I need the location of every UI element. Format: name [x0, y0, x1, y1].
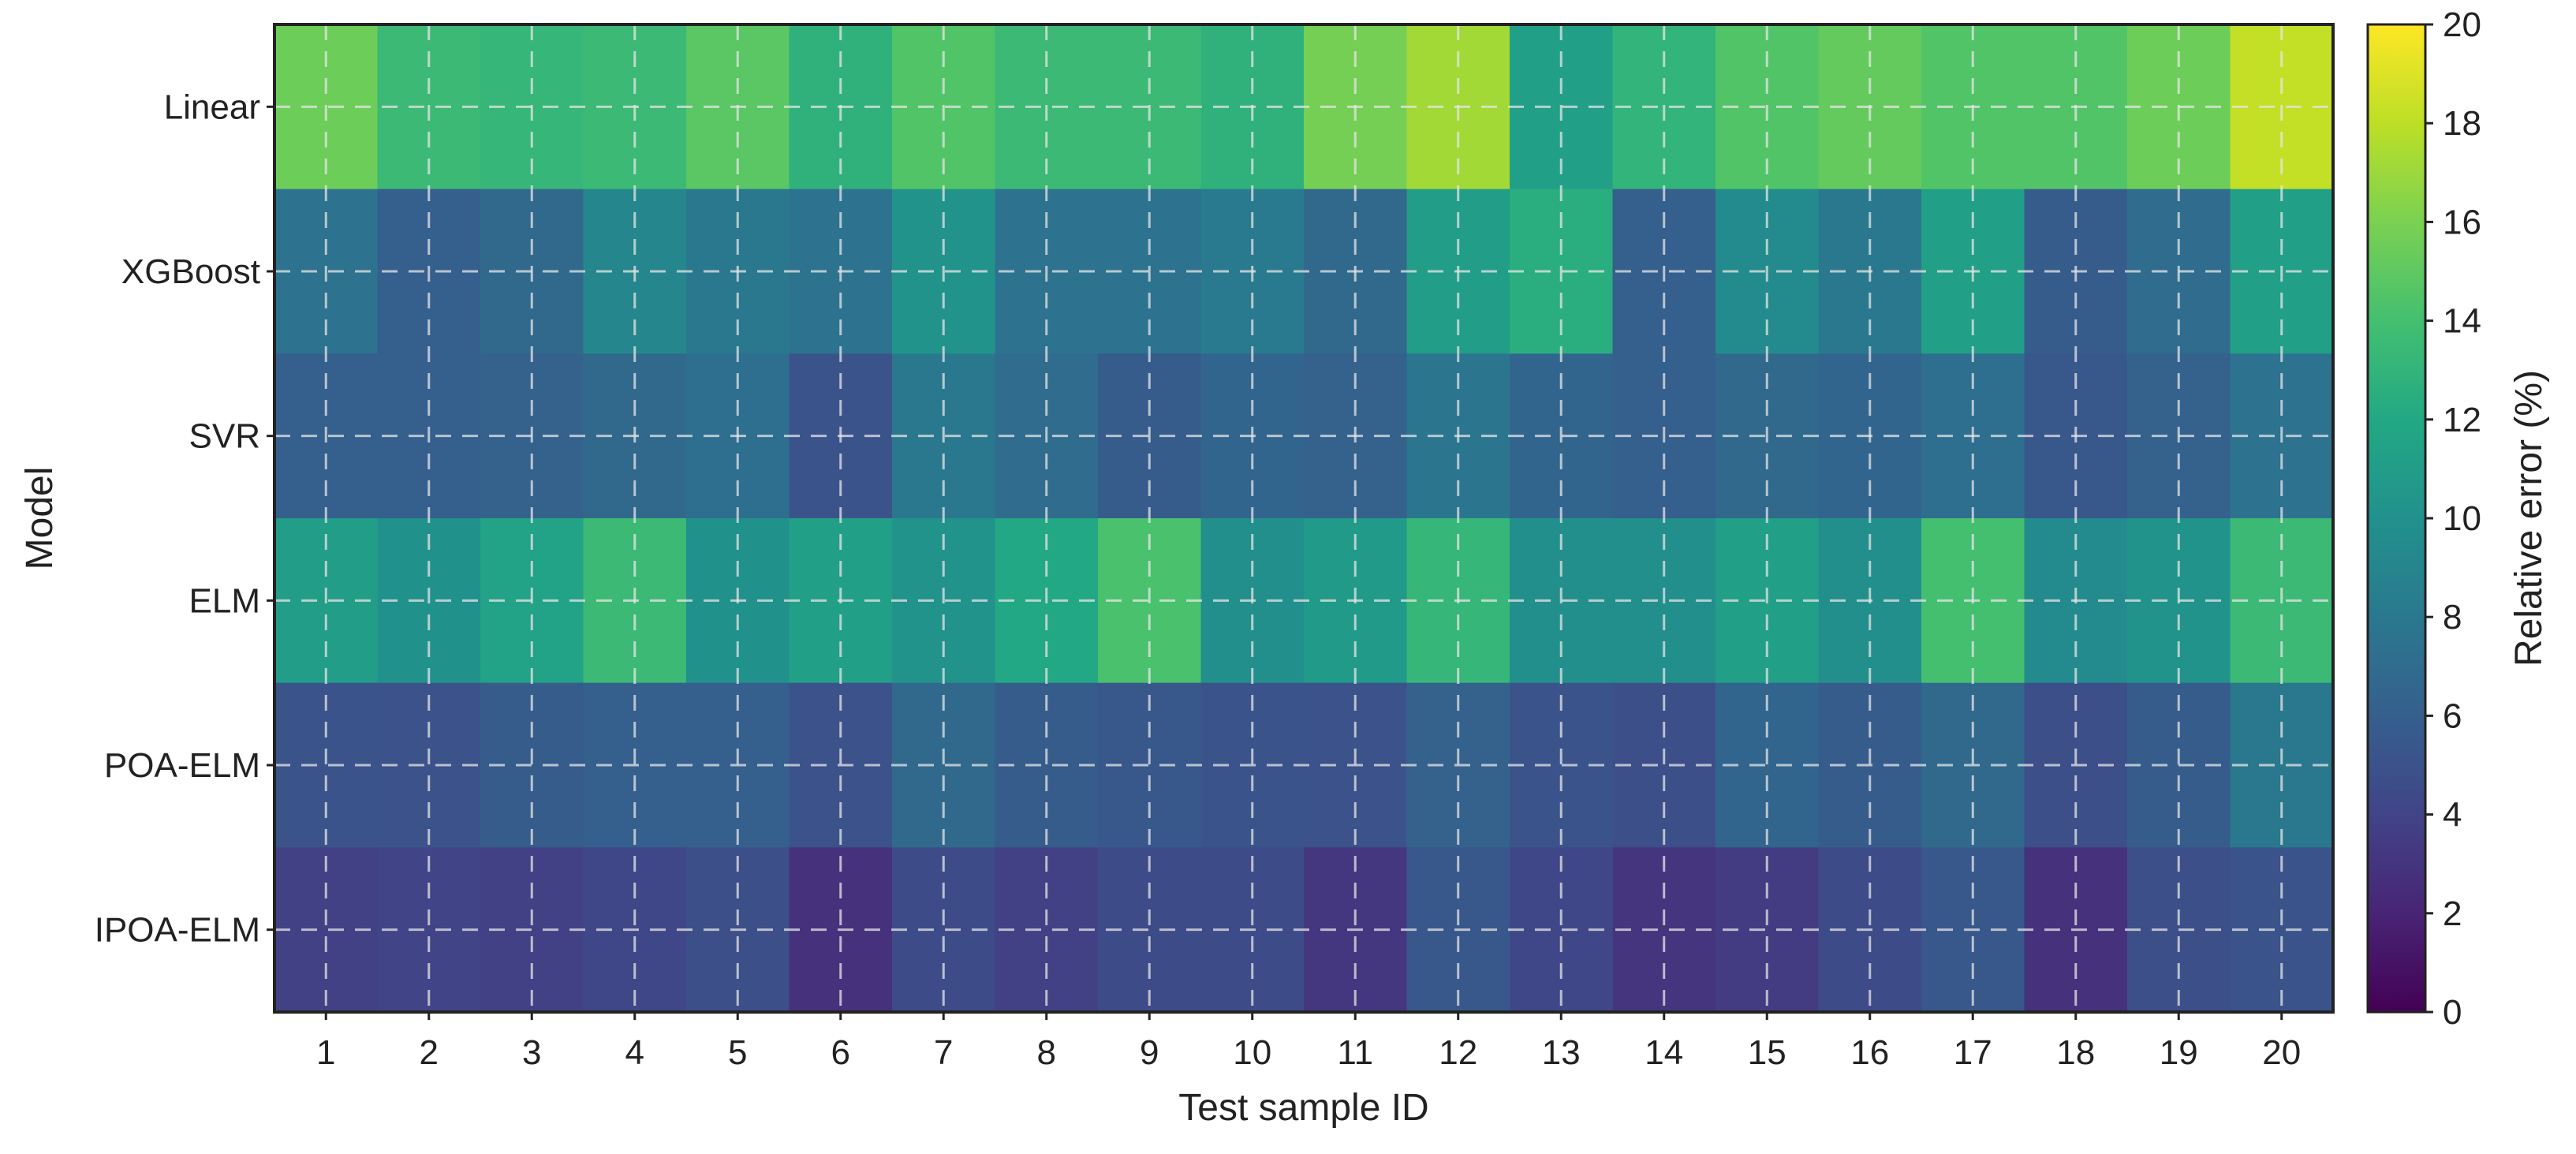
colorbar-tick-label: 6 [2443, 697, 2462, 735]
colorbar-tick-label: 14 [2443, 302, 2481, 341]
x-tick-label: 6 [831, 1033, 850, 1072]
x-tick-label: 2 [420, 1033, 439, 1072]
x-tick-label: 20 [2262, 1033, 2301, 1072]
x-axis-ticks: 1 2 3 4 5 6 7 8 9 10 11 12 13 14 15 16 17 18 19 20 [316, 1012, 2301, 1072]
x-tick-label: 13 [1542, 1033, 1581, 1072]
colorbar-tick-label: 16 [2443, 203, 2481, 241]
x-tick-label: 14 [1645, 1033, 1683, 1072]
heatmap-cells [274, 24, 2334, 1013]
x-tick-label: 4 [625, 1033, 644, 1072]
colorbar-tick-label: 8 [2443, 598, 2462, 637]
colorbar-tick-label: 20 [2443, 6, 2481, 44]
y-tick-label: POA-ELM [104, 746, 260, 785]
colorbar-label: Relative error (%) [2508, 370, 2550, 667]
plot-frame [273, 23, 2335, 1014]
y-tick-label: IPOA-ELM [95, 911, 260, 950]
grid-lines [274, 24, 2333, 1012]
x-tick-label: 16 [1850, 1033, 1889, 1072]
x-tick-label: 9 [1140, 1033, 1159, 1072]
y-tick-label: XGBoost [121, 252, 260, 291]
x-tick-label: 3 [522, 1033, 541, 1072]
colorbar-tick-label: 2 [2443, 894, 2462, 933]
colorbar-ticks: 0 2 4 6 8 10 12 14 16 18 20 [2425, 6, 2481, 1032]
y-tick-label: ELM [189, 581, 260, 620]
colorbar-tick-label: 4 [2443, 796, 2462, 835]
x-tick-label: 18 [2056, 1033, 2095, 1072]
colorbar-tick-label: 12 [2443, 401, 2481, 439]
colorbar [2366, 23, 2427, 1014]
x-tick-label: 8 [1037, 1033, 1056, 1072]
x-tick-label: 12 [1439, 1033, 1477, 1072]
x-axis-label: Test sample ID [1178, 1087, 1428, 1129]
x-tick-label: 17 [1954, 1033, 1992, 1072]
x-tick-label: 15 [1748, 1033, 1786, 1072]
y-axis-ticks: Linear XGBoost SVR ELM POA-ELM IPOA-ELM [95, 88, 274, 950]
x-tick-label: 7 [934, 1033, 953, 1072]
x-tick-label: 1 [316, 1033, 335, 1072]
y-axis-label: Model [19, 467, 61, 570]
x-tick-label: 10 [1233, 1033, 1271, 1072]
colorbar-tick-label: 0 [2443, 993, 2462, 1032]
colorbar-tick-label: 10 [2443, 499, 2481, 538]
x-tick-label: 11 [1337, 1033, 1373, 1072]
y-tick-label: SVR [189, 417, 260, 456]
colorbar-tick-label: 18 [2443, 104, 2481, 143]
x-tick-label: 5 [728, 1033, 747, 1072]
x-tick-label: 19 [2160, 1033, 2198, 1072]
y-tick-label: Linear [164, 88, 260, 126]
